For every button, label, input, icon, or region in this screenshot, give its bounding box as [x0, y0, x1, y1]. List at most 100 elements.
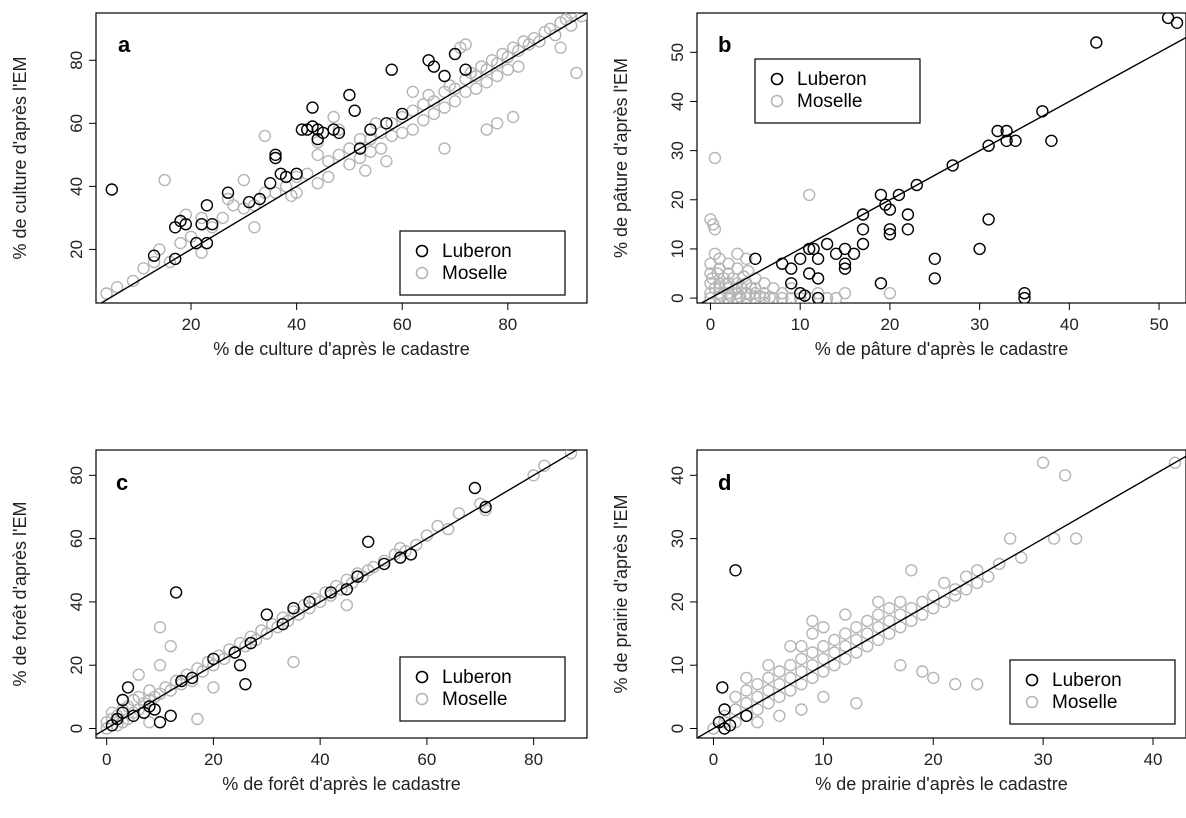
point-moselle	[237, 173, 251, 187]
point-moselle	[776, 291, 789, 303]
legend-marker-moselle	[415, 692, 429, 706]
point-moselle	[806, 671, 819, 685]
point-moselle	[839, 640, 852, 653]
point-luberon	[239, 678, 252, 691]
point-moselle	[396, 126, 409, 140]
y-tick-label: 40	[668, 92, 687, 111]
point-moselle	[806, 646, 819, 659]
point-moselle	[731, 247, 744, 261]
point-moselle	[817, 621, 830, 634]
point-moselle	[795, 703, 808, 716]
point-moselle	[565, 13, 578, 20]
point-luberon	[253, 192, 266, 206]
point-moselle	[359, 164, 372, 177]
legend-marker-moselle	[770, 94, 784, 108]
point-moselle	[153, 659, 167, 672]
x-tick-label: 60	[417, 750, 436, 769]
point-moselle	[795, 665, 808, 678]
x-tick-label: 60	[393, 315, 412, 334]
point-moselle	[883, 614, 896, 628]
point-luberon	[856, 223, 870, 236]
point-moselle	[905, 614, 918, 628]
point-luberon	[438, 69, 451, 83]
point-moselle	[303, 602, 316, 615]
point-luberon	[946, 159, 959, 172]
point-moselle	[927, 671, 940, 685]
point-moselle	[480, 76, 493, 89]
point-moselle	[448, 95, 462, 108]
point-luberon	[205, 217, 219, 231]
point-moselle	[707, 218, 720, 231]
x-tick-label: 20	[880, 315, 899, 334]
point-luberon	[838, 257, 852, 270]
panel-a: 20 40 60 80 20 40 60 80 % de culture d'après le …	[10, 12, 588, 359]
point-luberon	[228, 646, 242, 659]
y-tick-label: 0	[67, 724, 86, 733]
y-tick-label: 60	[67, 114, 86, 133]
point-luberon	[892, 188, 906, 202]
point-moselle	[828, 659, 841, 672]
point-moselle	[872, 595, 885, 609]
point-moselle	[554, 41, 567, 54]
point-moselle	[743, 288, 757, 302]
point-moselle	[916, 608, 929, 621]
point-luberon	[729, 564, 742, 577]
point-moselle	[332, 148, 346, 162]
point-moselle	[1058, 469, 1072, 482]
point-moselle	[417, 113, 430, 127]
point-moselle	[927, 602, 940, 615]
point-luberon	[785, 277, 798, 290]
panel-letter: d	[718, 470, 731, 495]
x-tick-label: 40	[1144, 750, 1163, 769]
point-moselle	[905, 564, 918, 577]
point-moselle	[708, 223, 722, 236]
point-moselle	[452, 507, 466, 520]
point-moselle	[164, 684, 177, 697]
point-luberon	[991, 124, 1004, 138]
y-tick-label: 50	[668, 43, 687, 62]
x-tick-label: 80	[524, 750, 543, 769]
point-luberon	[811, 252, 825, 265]
point-luberon	[468, 481, 482, 495]
data-points	[707, 456, 1182, 735]
point-moselle	[916, 665, 929, 678]
point-luberon	[353, 142, 367, 155]
point-moselle	[221, 192, 235, 206]
point-moselle	[533, 35, 546, 48]
legend-label-luberon: Luberon	[797, 69, 867, 90]
point-moselle	[795, 652, 808, 666]
point-luberon	[290, 167, 303, 181]
legend-marker-moselle	[1025, 695, 1039, 709]
point-moselle	[195, 246, 208, 259]
point-moselle	[993, 557, 1006, 571]
point-moselle	[762, 684, 775, 697]
legend-box	[754, 58, 921, 124]
point-moselle	[806, 627, 819, 640]
legend-marker-luberon	[770, 72, 784, 86]
x-tick-label: 40	[311, 750, 330, 769]
point-luberon	[179, 217, 193, 231]
point-moselle	[501, 63, 514, 76]
panel-letter: c	[116, 470, 128, 495]
point-luberon	[148, 703, 161, 716]
y-axis-label: % de forêt d'après l'EM	[10, 502, 30, 687]
point-moselle	[773, 678, 786, 691]
point-moselle	[872, 633, 885, 647]
point-moselle	[872, 621, 885, 634]
point-luberon	[973, 242, 986, 256]
legend-label-luberon: Luberon	[1052, 670, 1122, 691]
data-points	[704, 13, 1184, 303]
point-moselle	[248, 221, 261, 234]
point-moselle	[960, 570, 973, 583]
point-moselle	[207, 681, 220, 694]
point-moselle	[410, 538, 423, 552]
point-luberon	[874, 188, 888, 202]
point-moselle	[438, 101, 451, 114]
point-luberon	[820, 237, 834, 251]
point-moselle	[711, 267, 724, 280]
y-axis-label: % de culture d'après l'EM	[10, 57, 30, 260]
point-luberon	[121, 681, 135, 694]
point-moselle	[817, 665, 830, 678]
point-luberon	[332, 126, 346, 140]
